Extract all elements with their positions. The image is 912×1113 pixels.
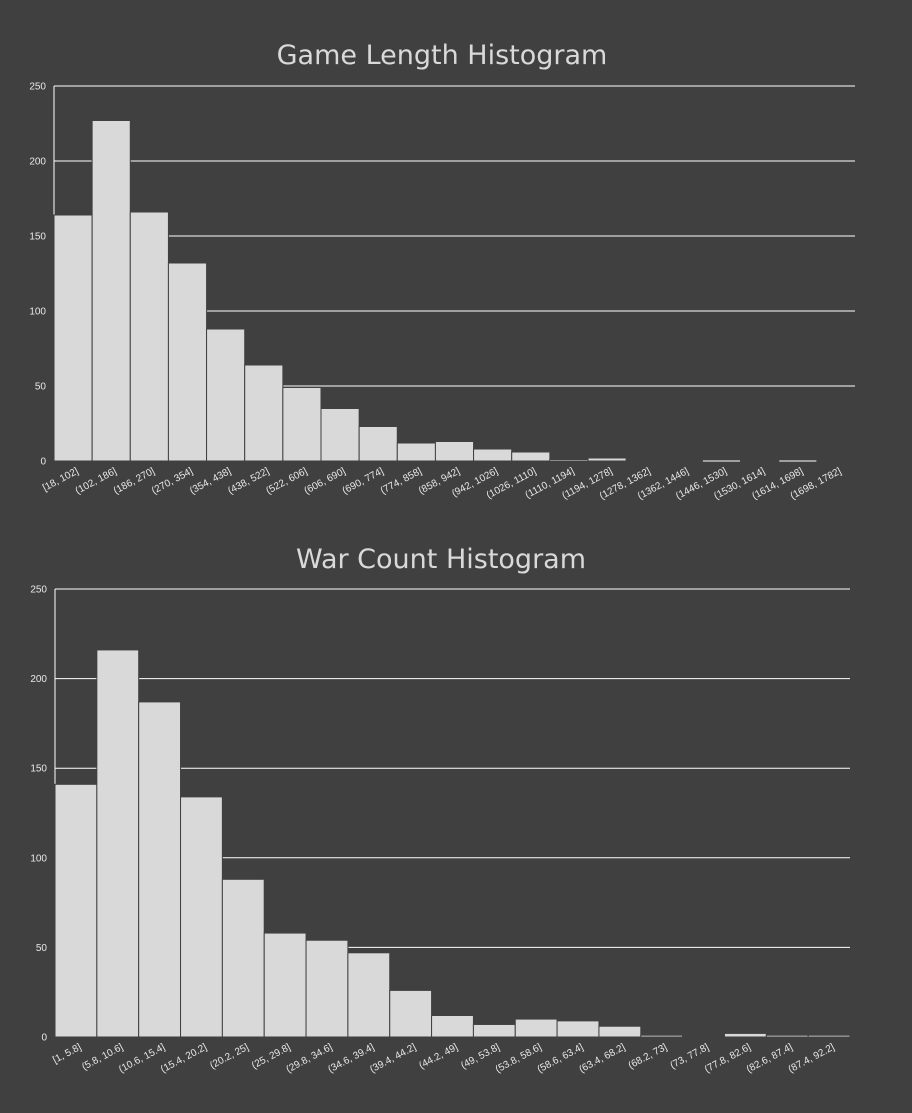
game-length-y-tick-label: 200 [29, 157, 46, 168]
war-count-bar [389, 989, 433, 1038]
game-length-x-tick-label: (438, 522] [226, 466, 271, 497]
game-length-x-tick-label: (186, 270] [112, 466, 157, 497]
war-count-x-tick-label: (82.6, 87.4] [745, 1042, 795, 1076]
war-count-bar [180, 796, 223, 1038]
game-length-bar [816, 459, 856, 462]
game-length-x-tick-label: (690, 774] [341, 466, 386, 497]
game-length-bar [434, 441, 475, 462]
war-count-bar [472, 1023, 516, 1038]
game-length-bar [282, 387, 322, 462]
war-count-y-tick-label: 250 [30, 585, 47, 596]
war-count-x-tick-label: (68.2, 73] [627, 1042, 670, 1072]
game-length-bar [549, 459, 589, 462]
game-length-x-tick-label: (354, 438] [188, 466, 233, 497]
game-length-bar [740, 459, 780, 462]
game-length-chart: Game Length Histogram 050100150200250[18… [29, 40, 856, 502]
war-count-x-tick-label: (63.4, 68.2] [577, 1042, 627, 1076]
war-count-x-tick-label: [1, 5.8] [51, 1042, 83, 1066]
war-count-x-tick-label: (53.8, 58.6] [494, 1042, 544, 1076]
game-length-bar [53, 214, 93, 462]
game-length-bar [663, 459, 703, 462]
game-length-x-tick-label: (102, 186] [74, 466, 119, 497]
game-length-y-tick-label: 250 [29, 82, 46, 93]
war-count-bar [807, 1034, 851, 1038]
game-length-bar [511, 451, 551, 462]
war-count-y-tick-label: 50 [36, 943, 48, 954]
war-count-bar [138, 701, 182, 1038]
game-length-y-tick-label: 100 [29, 307, 46, 318]
game-length-y-tick-label: 50 [35, 382, 47, 393]
war-count-bar [514, 1018, 558, 1038]
war-count-y-tick-label: 200 [30, 674, 47, 685]
game-length-y-tick-label: 150 [29, 232, 46, 243]
war-count-x-tick-label: (58.6, 63.4] [536, 1042, 586, 1076]
war-count-y-tick-label: 100 [30, 853, 47, 864]
war-count-bar [305, 939, 349, 1038]
war-count-x-tick-label: (15.4, 20.2] [159, 1042, 209, 1076]
game-length-x-tick-label: (606, 690] [303, 466, 348, 497]
war-count-bar [682, 1035, 725, 1038]
war-count-x-tick-label: (77.8, 82.6] [703, 1042, 753, 1076]
war-count-bar [556, 1020, 600, 1038]
war-count-title: War Count Histogram [296, 544, 586, 575]
game-length-bar [587, 457, 627, 462]
war-count-bar [96, 649, 140, 1038]
game-length-x-tick-label: (774, 858] [379, 466, 424, 497]
war-count-x-tick-label: (20.2, 25] [208, 1042, 251, 1072]
war-count-chart: War Count Histogram 0 50 100 150 200 250 [1, 5… [30, 544, 851, 1076]
war-count-x-tick-label: (29.8, 34.6] [285, 1042, 335, 1076]
game-length-bar [396, 442, 436, 462]
war-count-x-tick-label: (39.4, 44.2] [368, 1042, 418, 1076]
war-count-x-tick-label: (44.2, 49] [417, 1042, 460, 1072]
game-length-bar [91, 120, 131, 462]
war-count-bar [431, 1014, 474, 1038]
war-count-bar [347, 952, 391, 1038]
game-length-bar [206, 328, 246, 462]
game-length-bar [358, 426, 398, 462]
game-length-x-tick-label: (270, 354] [150, 466, 195, 497]
game-length-title: Game Length Histogram [277, 40, 608, 71]
war-count-x-tick-label: (87.4, 92.2] [787, 1042, 837, 1076]
war-count-bar [221, 878, 265, 1038]
game-length-bar [244, 364, 284, 462]
war-count-x-tick-label: (10.6, 15.4] [117, 1042, 167, 1076]
game-length-y-tick-label: 0 [40, 457, 46, 468]
war-count-bar [263, 932, 307, 1038]
war-count-bar [765, 1034, 809, 1038]
game-length-bar [320, 408, 360, 462]
game-length-x-tick-label: (522, 606] [264, 466, 309, 497]
war-count-x-tick-label: (34.6, 39.4] [326, 1042, 376, 1076]
war-count-bar [598, 1025, 642, 1038]
game-length-bar [625, 459, 665, 462]
game-length-bar [129, 211, 169, 462]
war-count-bar [723, 1032, 767, 1038]
game-length-bar [473, 448, 513, 462]
war-count-y-tick-label: 0 [41, 1033, 47, 1044]
game-length-bar [167, 262, 208, 462]
war-count-bar [640, 1034, 684, 1038]
war-count-bar [54, 783, 98, 1038]
war-count-y-tick-label: 150 [30, 764, 47, 775]
